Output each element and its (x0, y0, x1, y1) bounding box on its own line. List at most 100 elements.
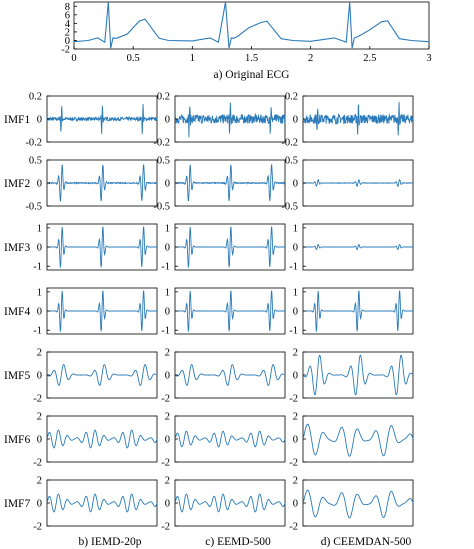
imf-y-tick-label: 0.5 (29, 156, 42, 167)
imf-series-line (302, 489, 414, 519)
imf-y-tick-label: 0 (165, 179, 170, 190)
imf-y-tick-label: -2 (33, 394, 42, 405)
original-ecg-x-tick-label: 2.5 (363, 53, 376, 64)
original-ecg-x-tick-label: 0 (71, 53, 76, 64)
imf-y-tick-label: 0 (165, 499, 170, 510)
imf-y-tick-label: -0.5 (281, 202, 298, 213)
column-caption: c) EEMD-500 (205, 536, 271, 548)
imf-y-tick-label: 2 (37, 476, 42, 487)
original-ecg-y-tick-label: 8 (65, 2, 70, 13)
imf-y-tick-label: 0 (293, 435, 298, 446)
imf-y-tick-label: 0.5 (157, 156, 170, 167)
original-ecg-y-tick-label: 6 (65, 10, 70, 21)
imf-y-tick-label: -2 (33, 522, 42, 533)
original-ecg-y-tick-label: -2 (61, 45, 70, 56)
imf-y-tick-label: -0.2 (281, 138, 298, 149)
imf-series-line (175, 289, 285, 333)
imf-y-tick-label: 0 (37, 115, 42, 126)
original-ecg-title: a) Original ECG (213, 69, 289, 81)
imf-series-line (174, 102, 286, 138)
imf-y-tick-label: -2 (161, 394, 170, 405)
imf-y-tick-label: -1 (289, 262, 298, 273)
imf-series-line (174, 364, 286, 386)
original-ecg-y-tick-label: 2 (65, 27, 70, 38)
imf-y-tick-label: 0 (37, 435, 42, 446)
imf-series-line (174, 493, 286, 513)
imf-y-tick-label: 1 (165, 223, 170, 234)
column-caption: b) IEMD-20p (79, 536, 142, 548)
imf-y-tick-label: 2 (37, 412, 42, 423)
imf-y-tick-label: 0 (165, 435, 170, 446)
original-ecg-x-tick-label: 1 (190, 53, 195, 64)
imf-series-line (303, 178, 413, 188)
imf-series-line (303, 289, 413, 333)
imf-series-line (47, 225, 157, 269)
imf-y-tick-label: 0 (293, 499, 298, 510)
original-ecg-x-tick-label: 0.5 (127, 53, 140, 64)
imf-series-line (46, 493, 158, 513)
imf-y-tick-label: 2 (165, 348, 170, 359)
imf-y-tick-label: 0 (165, 243, 170, 254)
imf-y-tick-label: -0.5 (153, 202, 170, 213)
imf-y-tick-label: 0 (165, 307, 170, 318)
imf-y-tick-label: 0.2 (29, 92, 42, 103)
original-ecg-y-tick-label: 0 (65, 36, 70, 47)
imf-y-tick-label: 0 (293, 179, 298, 190)
imf-y-tick-label: 1 (293, 287, 298, 298)
original-ecg-series-line (73, 1, 430, 49)
imf-row-label: IMF3 (4, 242, 30, 254)
imf-row-label: IMF4 (4, 306, 30, 318)
imf-series-line (46, 163, 158, 202)
imf-series-line (302, 354, 414, 396)
imf-y-tick-label: -2 (161, 458, 170, 469)
imf-row-label: IMF7 (4, 498, 30, 510)
imf-series-line (174, 163, 286, 202)
original-ecg-y-tick-label: 4 (65, 19, 71, 30)
imf-y-tick-label: 2 (165, 412, 170, 423)
imf-y-tick-label: 0.2 (157, 92, 170, 103)
imf-series-line (302, 101, 414, 136)
imf-series-line (46, 429, 158, 449)
imf-y-tick-label: -2 (289, 522, 298, 533)
imf-y-tick-label: 0 (293, 115, 298, 126)
imf-y-tick-label: 0 (165, 115, 170, 126)
imf-row-label: IMF1 (4, 114, 30, 126)
imf-y-tick-label: -1 (289, 326, 298, 337)
imf-y-tick-label: 1 (293, 223, 298, 234)
imf-row-label: IMF5 (4, 370, 30, 382)
original-ecg-x-tick-label: 3 (426, 53, 431, 64)
imf-y-tick-label: 0 (293, 307, 298, 318)
imf-y-tick-label: 0 (37, 499, 42, 510)
imf-y-tick-label: 0 (37, 307, 42, 318)
original-ecg-x-tick-label: 2 (308, 53, 313, 64)
imf-y-tick-label: 0 (293, 371, 298, 382)
imf-y-tick-label: 2 (293, 412, 298, 423)
imf-row-label: IMF2 (4, 178, 30, 190)
imf-y-tick-label: 2 (37, 348, 42, 359)
imf-y-tick-label: -0.5 (25, 202, 42, 213)
imf-series-line (47, 289, 157, 333)
imf-y-tick-label: -1 (33, 326, 42, 337)
imf-y-tick-label: 0.2 (285, 92, 298, 103)
imf-y-tick-label: 2 (165, 476, 170, 487)
imf-y-tick-label: 0.5 (285, 156, 298, 167)
imf-y-tick-label: -1 (33, 262, 42, 273)
original-ecg-x-tick-label: 1.5 (245, 53, 258, 64)
imf-series-line (302, 423, 414, 457)
imf-y-tick-label: -0.2 (153, 138, 170, 149)
imf-y-tick-label: -0.2 (25, 138, 42, 149)
imf-y-tick-label: 2 (293, 348, 298, 359)
imf-y-tick-label: -2 (33, 458, 42, 469)
imf-y-tick-label: -1 (161, 326, 170, 337)
imf-y-tick-label: 0 (37, 371, 42, 382)
imf-y-tick-label: 0 (293, 243, 298, 254)
imf-y-tick-label: 0 (37, 179, 42, 190)
imf-y-tick-label: 0 (165, 371, 170, 382)
imf-series-line (46, 364, 158, 386)
imf-y-tick-label: 1 (37, 287, 42, 298)
imf-y-tick-label: -2 (289, 394, 298, 405)
imf-y-tick-label: -1 (161, 262, 170, 273)
imf-series-line (46, 104, 158, 135)
